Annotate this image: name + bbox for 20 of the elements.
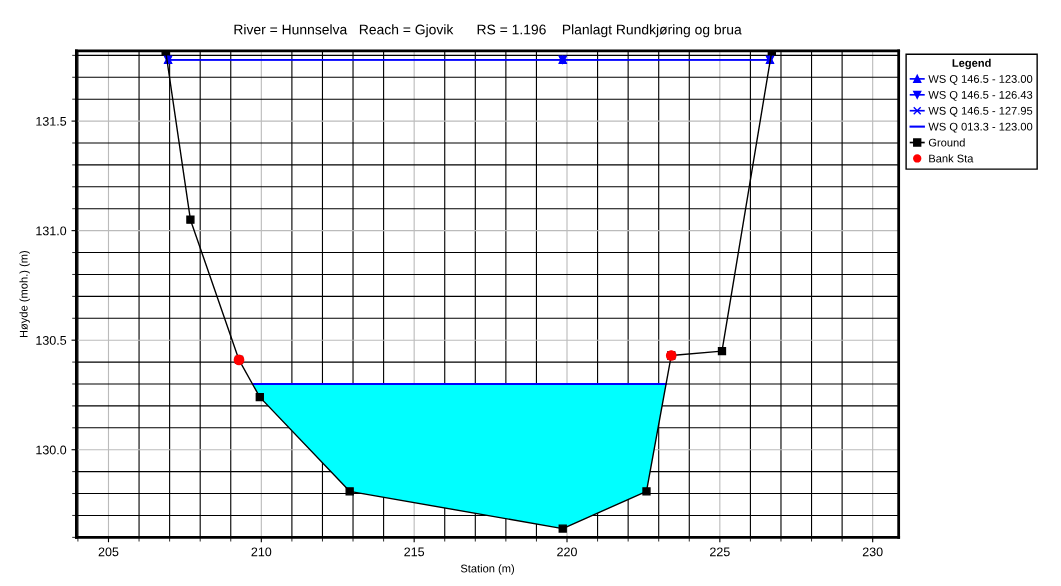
legend-label: WS Q 146.5 - 127.95	[928, 106, 1033, 117]
legend-label: WS Q 146.5 - 123.00	[928, 75, 1033, 85]
x-axis-title: Station (m)	[460, 564, 515, 575]
x-tick-label: 220	[557, 547, 577, 557]
legend-label: Ground	[928, 138, 965, 147]
legend-label: Bank Sta	[929, 154, 974, 163]
legend-label: WS Q 013.3 - 123.00	[928, 122, 1033, 133]
legend-title: Legend	[952, 58, 991, 70]
x-tick-label: 205	[98, 547, 119, 557]
y-tick-label: 131.5	[36, 116, 67, 126]
y-tick-label: 131.0	[36, 226, 67, 236]
x-tick-label: 210	[251, 547, 272, 557]
x-tick-label: 225	[710, 547, 730, 557]
x-tick-label: 230	[862, 547, 883, 557]
y-tick-label: 130.5	[36, 335, 67, 345]
y-axis-title: Høyde (moh.) (m)	[19, 251, 30, 338]
x-tick-label: 215	[404, 547, 425, 557]
y-tick-label: 130.0	[36, 445, 67, 455]
legend-label: WS Q 146.5 - 126.43	[928, 90, 1033, 101]
chart-title: River = Hunnselva Reach = Gjovik RS = 1.196 Planlagt Rundkjøring og brua	[234, 24, 742, 38]
